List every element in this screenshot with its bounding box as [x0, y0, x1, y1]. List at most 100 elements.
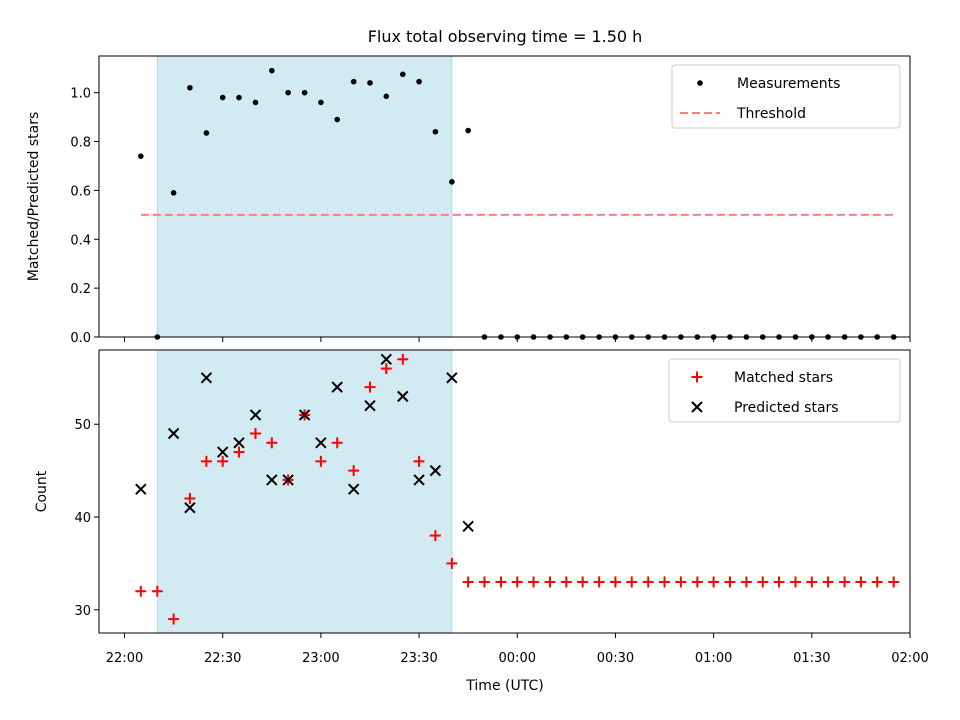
predicted-star-point: [249, 409, 262, 421]
legend-label: Matched stars: [734, 370, 833, 386]
x-axis-tick-labels: 22:00 22:30 23:00 23:30 00:00 00:30 01:00 01:30…: [106, 651, 929, 666]
observing-window-shade: [156, 55, 453, 338]
measurement-point: [383, 93, 390, 100]
matched-star-point: [397, 353, 409, 365]
matched-star-point: [871, 576, 883, 588]
measurement-point: [285, 89, 291, 96]
matched-star-point: [757, 576, 769, 588]
measurement-point: [301, 89, 308, 96]
x-tick-label: 00:00: [499, 651, 536, 666]
measurement-point: [334, 116, 340, 123]
matched-star-point: [839, 576, 851, 588]
predicted-star-point: [282, 474, 294, 486]
legend-box: [671, 64, 901, 129]
matched-star-point: [495, 576, 507, 588]
y-tick-label: 0.6: [70, 184, 91, 199]
predicted-star-point: [315, 437, 327, 449]
matched-star-point: [593, 576, 605, 588]
series-predicted-stars: [135, 353, 474, 533]
x-tick-label: 00:30: [597, 651, 634, 666]
legend-box: [668, 358, 901, 423]
measurement-point: [367, 80, 373, 86]
matched-star-point: [691, 576, 703, 588]
predicted-star-point: [233, 437, 245, 449]
legend: Matched stars Predicted stars: [668, 358, 901, 423]
y-tick-label: 0.4: [70, 233, 91, 248]
predicted-star-point: [364, 399, 376, 412]
legend-label: Predicted stars: [734, 400, 839, 416]
x-tick-label: 01:00: [695, 651, 732, 666]
predicted-star-point: [397, 390, 409, 403]
matched-star-point: [364, 381, 376, 393]
plot-frame: [98, 55, 911, 338]
predicted-star-point: [200, 372, 213, 384]
x-tick-label: 22:30: [204, 651, 241, 666]
predicted-star-point: [266, 474, 278, 486]
measurement-point: [138, 153, 144, 159]
legend-marker-dot: [697, 80, 703, 86]
matched-star-point: [233, 446, 245, 458]
matched-star-point: [740, 576, 752, 588]
matched-star-point: [577, 576, 589, 588]
matched-star-point: [348, 465, 360, 477]
y-tick-label: 0.2: [70, 282, 91, 297]
matched-star-point: [250, 428, 262, 440]
matched-star-point: [888, 576, 900, 588]
plot-frame: [98, 349, 911, 634]
matched-star-point: [478, 576, 490, 588]
matched-star-point: [528, 576, 540, 588]
x-tick-label: 02:00: [891, 651, 928, 666]
matched-star-point: [855, 576, 867, 588]
matched-star-point: [315, 455, 327, 467]
matched-star-point: [806, 576, 818, 588]
matched-star-point: [331, 437, 343, 449]
matched-star-point: [429, 530, 441, 542]
matched-star-point: [822, 576, 834, 588]
y-tick-label: 1.0: [70, 87, 91, 102]
predicted-star-point: [462, 520, 474, 533]
legend-label: Threshold: [736, 106, 806, 122]
x-tick-label: 22:00: [106, 651, 143, 666]
predicted-star-point: [429, 464, 442, 477]
x-tick-label: 23:30: [400, 651, 437, 666]
predicted-star-point: [217, 446, 229, 458]
measurement-point: [416, 78, 422, 85]
legend-label: Measurements: [737, 76, 840, 92]
measurement-point: [318, 99, 324, 106]
matched-star-point: [790, 576, 802, 588]
matched-star-point: [135, 585, 147, 597]
matched-star-point: [675, 576, 687, 588]
y-tick-label: 0.0: [70, 331, 91, 346]
predicted-star-point: [413, 474, 425, 486]
x-tick-label: 01:30: [793, 651, 830, 666]
y-axis-label: Matched/Predicted stars: [26, 112, 42, 282]
matched-star-point: [773, 576, 785, 588]
measurement-point: [449, 179, 455, 185]
legend: Measurements Threshold: [671, 64, 901, 129]
legend-marker-x: [691, 401, 703, 413]
matched-star-point: [609, 576, 621, 588]
matched-star-point: [266, 437, 278, 449]
matched-star-point: [380, 363, 392, 375]
y-tick-label: 50: [74, 418, 91, 433]
predicted-star-point: [167, 427, 180, 440]
predicted-star-point: [380, 353, 392, 365]
measurement-point: [350, 78, 357, 85]
measurement-point: [399, 71, 406, 78]
measurement-point: [203, 130, 210, 136]
x-tick-label: 23:00: [302, 651, 339, 666]
x-axis-label: Time (UTC): [465, 678, 543, 694]
predicted-star-point: [184, 502, 196, 514]
matched-star-point: [462, 576, 474, 588]
predicted-star-point: [446, 372, 458, 384]
y-tick-label: 30: [74, 604, 91, 619]
matched-star-point: [724, 576, 736, 588]
measurement-point: [187, 84, 193, 91]
measurement-point: [236, 94, 242, 101]
measurement-point: [269, 67, 275, 74]
matched-star-point: [511, 576, 523, 588]
matched-star-point: [184, 492, 196, 504]
legend-marker-plus: [691, 371, 703, 383]
matched-star-point: [642, 576, 654, 588]
